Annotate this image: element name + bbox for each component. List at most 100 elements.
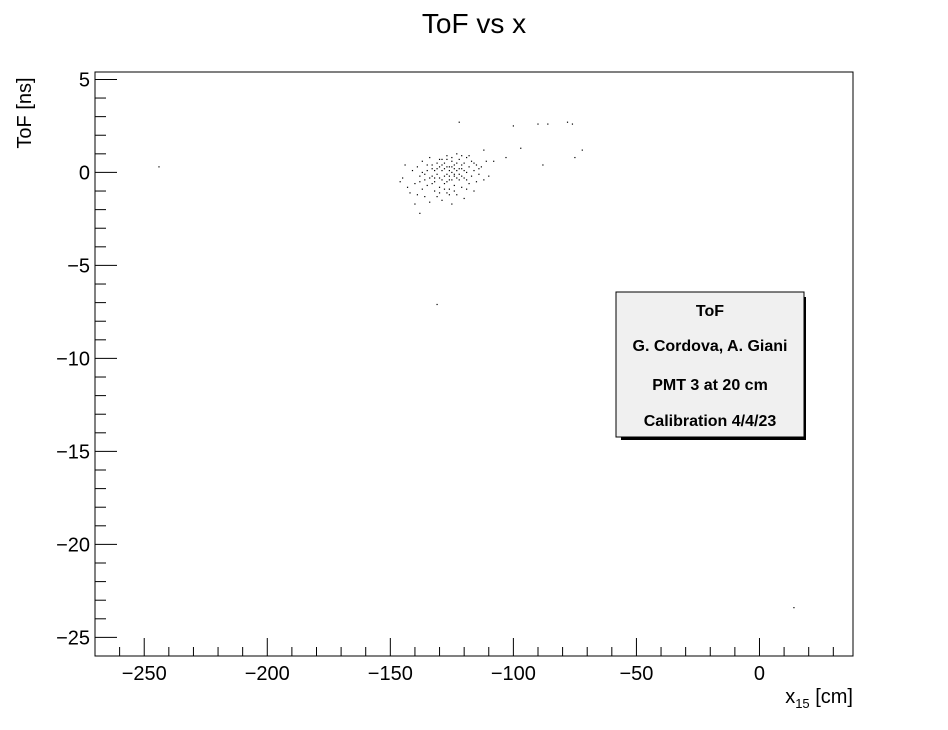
data-point <box>574 156 576 159</box>
data-point <box>438 186 441 188</box>
data-point <box>461 168 463 170</box>
chart-title: ToF vs x <box>422 8 526 39</box>
data-point <box>473 162 475 164</box>
data-point <box>480 166 482 168</box>
data-point <box>453 164 455 166</box>
data-point <box>520 147 522 149</box>
data-point <box>426 164 428 166</box>
data-point <box>419 175 421 177</box>
y-axis-label: ToF [ns] <box>14 77 36 148</box>
data-point <box>505 156 507 159</box>
data-point <box>485 160 487 162</box>
data-point <box>419 212 421 214</box>
data-point <box>461 186 463 188</box>
data-point <box>434 181 436 183</box>
data-point <box>458 121 460 123</box>
data-point <box>453 173 455 175</box>
data-point <box>451 160 453 162</box>
data-point <box>443 168 446 170</box>
data-point <box>448 166 450 168</box>
annotation-box: ToF G. Cordova, A. Giani PMT 3 at 20 cm … <box>615 291 806 440</box>
data-point <box>453 168 455 170</box>
data-point <box>458 158 460 161</box>
data-point <box>441 164 443 166</box>
data-point <box>451 166 453 168</box>
y-tick-label: −15 <box>56 441 90 463</box>
data-point <box>456 169 458 172</box>
data-point <box>475 164 478 166</box>
data-point <box>463 169 465 172</box>
x-tick-label: −100 <box>491 663 536 685</box>
data-point <box>436 196 438 198</box>
data-point <box>468 182 470 185</box>
data-point <box>473 190 475 192</box>
data-point <box>473 169 475 172</box>
y-tick-label: −10 <box>56 348 90 370</box>
data-point <box>463 162 465 164</box>
data-point <box>424 196 426 198</box>
data-point <box>458 173 460 175</box>
data-point <box>411 169 414 172</box>
y-tick-label: −5 <box>67 255 90 277</box>
data-point <box>404 164 406 166</box>
x-tick-label: −150 <box>368 663 413 685</box>
data-point <box>537 123 539 125</box>
data-point <box>429 177 431 179</box>
data-point <box>421 188 423 190</box>
data-point <box>414 182 416 185</box>
data-point <box>434 169 436 172</box>
data-point <box>402 177 404 179</box>
data-point <box>429 201 431 203</box>
data-point <box>456 153 458 155</box>
data-point <box>463 177 465 179</box>
data-point <box>478 168 480 170</box>
data-point <box>475 181 478 183</box>
data-point <box>547 123 549 125</box>
data-point <box>456 194 458 196</box>
data-point <box>463 197 465 200</box>
data-point <box>436 303 438 306</box>
data-point <box>438 177 441 179</box>
annotation-line-3: PMT 3 at 20 cm <box>652 377 768 394</box>
x-tick-label: −200 <box>245 663 290 685</box>
data-point <box>453 184 455 187</box>
data-point <box>448 169 450 172</box>
data-point <box>493 160 495 162</box>
x-tick-label: −50 <box>619 663 653 685</box>
data-point <box>451 179 453 181</box>
data-point <box>441 169 443 172</box>
data-point <box>793 607 795 609</box>
data-point <box>453 190 455 192</box>
x-axis-label-main: x <box>785 686 795 708</box>
data-point <box>446 192 448 194</box>
data-point <box>483 149 485 151</box>
data-point <box>461 164 463 166</box>
data-point <box>443 162 446 164</box>
x-axis-label: x15 [cm] <box>785 686 853 711</box>
x-tick-label: −250 <box>122 663 167 685</box>
data-point <box>456 177 458 179</box>
data-point <box>426 169 428 172</box>
x-axis: −250 −200 −150 −100 −50 0 <box>94 638 834 685</box>
data-point <box>431 182 433 185</box>
data-point <box>448 175 450 177</box>
data-point <box>571 123 574 125</box>
data-point <box>451 203 453 205</box>
annotation-line-1: ToF <box>696 303 724 320</box>
data-point <box>434 190 436 192</box>
data-point <box>399 181 401 183</box>
data-point <box>456 162 458 164</box>
data-point <box>468 166 470 168</box>
data-point <box>446 181 448 183</box>
data-point <box>443 182 446 185</box>
data-point <box>421 160 423 162</box>
data-point <box>470 160 473 162</box>
data-point <box>431 168 433 170</box>
scatter-points <box>158 121 795 609</box>
data-point <box>429 156 431 159</box>
data-point <box>414 203 416 205</box>
y-tick-label: −25 <box>56 627 90 649</box>
data-point <box>441 199 443 201</box>
data-point <box>426 184 428 187</box>
